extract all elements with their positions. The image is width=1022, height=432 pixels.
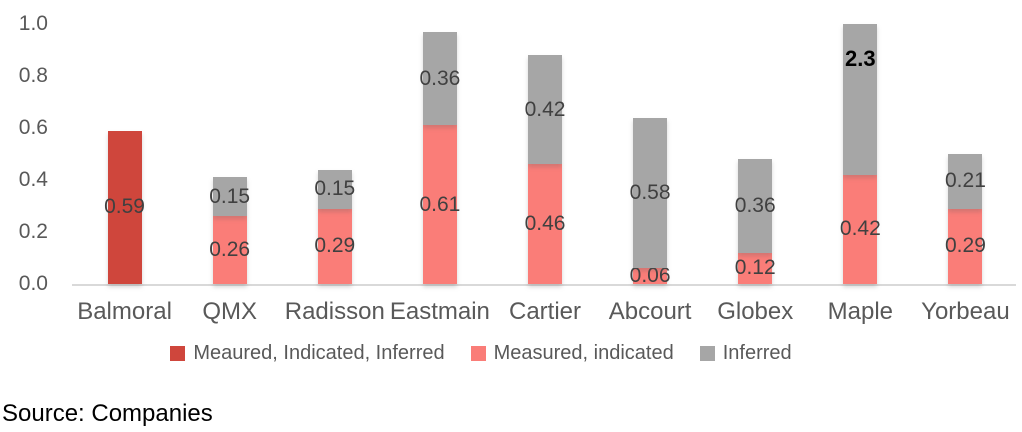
bar-segment: [422, 125, 457, 284]
bar-label: 0.42: [524, 97, 566, 121]
legend: Meaured, Indicated, Inferred Measured, in…: [0, 342, 992, 365]
legend-item: Measured, indicated: [470, 342, 674, 365]
y-tick-label: 0.0: [18, 272, 48, 295]
legend-label: Meaured, Indicated, Inferred: [193, 342, 445, 364]
legend-label: Measured, indicated: [493, 342, 674, 364]
legend-item: Meaured, Indicated, Inferred: [170, 342, 445, 365]
legend-swatch: [170, 346, 186, 361]
bar-label: 0.29: [945, 234, 986, 258]
y-tick-label: 0.2: [18, 220, 48, 243]
x-category-label: Cartier: [508, 298, 581, 325]
bar-segment: [633, 268, 668, 284]
bar-label: 0.21: [945, 169, 986, 193]
y-tick-label: 1.0: [18, 12, 48, 35]
legend-swatch: [470, 346, 486, 361]
bar-segment: [212, 216, 247, 284]
bar-label: 0.12: [734, 256, 776, 280]
bar-segment: [948, 208, 983, 284]
bar-label: 0.29: [314, 234, 356, 258]
bar-segment: [633, 117, 668, 269]
x-category-label: Abcourt: [608, 298, 692, 325]
bar-label: 0.15: [209, 184, 251, 208]
y-tick-label: 0.6: [18, 116, 48, 139]
legend-item: Inferred: [699, 342, 792, 365]
bar-label: 0.36: [734, 194, 776, 217]
bar-segment: [528, 164, 562, 284]
y-tick-label: 0.8: [18, 64, 48, 87]
bar-segment: [528, 55, 562, 165]
x-category-label: Globex: [717, 298, 794, 325]
bar-label: 0.36: [419, 66, 461, 90]
bar-label: 0.15: [314, 177, 356, 201]
legend-label: Inferred: [722, 342, 792, 364]
bar-label: 0.42: [839, 217, 881, 241]
bar-segment: [317, 208, 352, 284]
bar-label: 2.3: [845, 45, 876, 71]
bar-label: 0.58: [629, 181, 671, 204]
bar-segment: [948, 154, 983, 209]
x-category-label: QMX: [202, 298, 257, 325]
x-category-label: Balmoral: [77, 298, 172, 325]
x-category-label: Maple: [827, 298, 893, 325]
bar-label: 0.46: [524, 212, 566, 236]
x-category-label: Radisson: [284, 298, 385, 325]
legend-swatch: [699, 346, 715, 361]
x-category-label: Eastmain: [389, 298, 490, 325]
x-category-label: Yorbeau: [921, 298, 1010, 325]
bar-segment: [422, 31, 457, 126]
y-tick-label: 0.4: [18, 168, 48, 191]
bar-segment: [107, 130, 142, 284]
x-axis-line: [72, 284, 1016, 286]
bar-label: 0.61: [419, 192, 461, 216]
bar-segment: [212, 177, 247, 217]
bar-label: 0.59: [104, 195, 145, 219]
bar-segment: [843, 174, 878, 284]
bar-segment: [738, 252, 773, 284]
bar-segment: [317, 169, 352, 209]
bar-label: 0.06: [629, 264, 671, 288]
bar-segment: [738, 159, 773, 253]
bar-label: 0.26: [209, 238, 251, 262]
source-note: Source: Companies: [2, 400, 213, 427]
bar-segment: [843, 24, 878, 175]
